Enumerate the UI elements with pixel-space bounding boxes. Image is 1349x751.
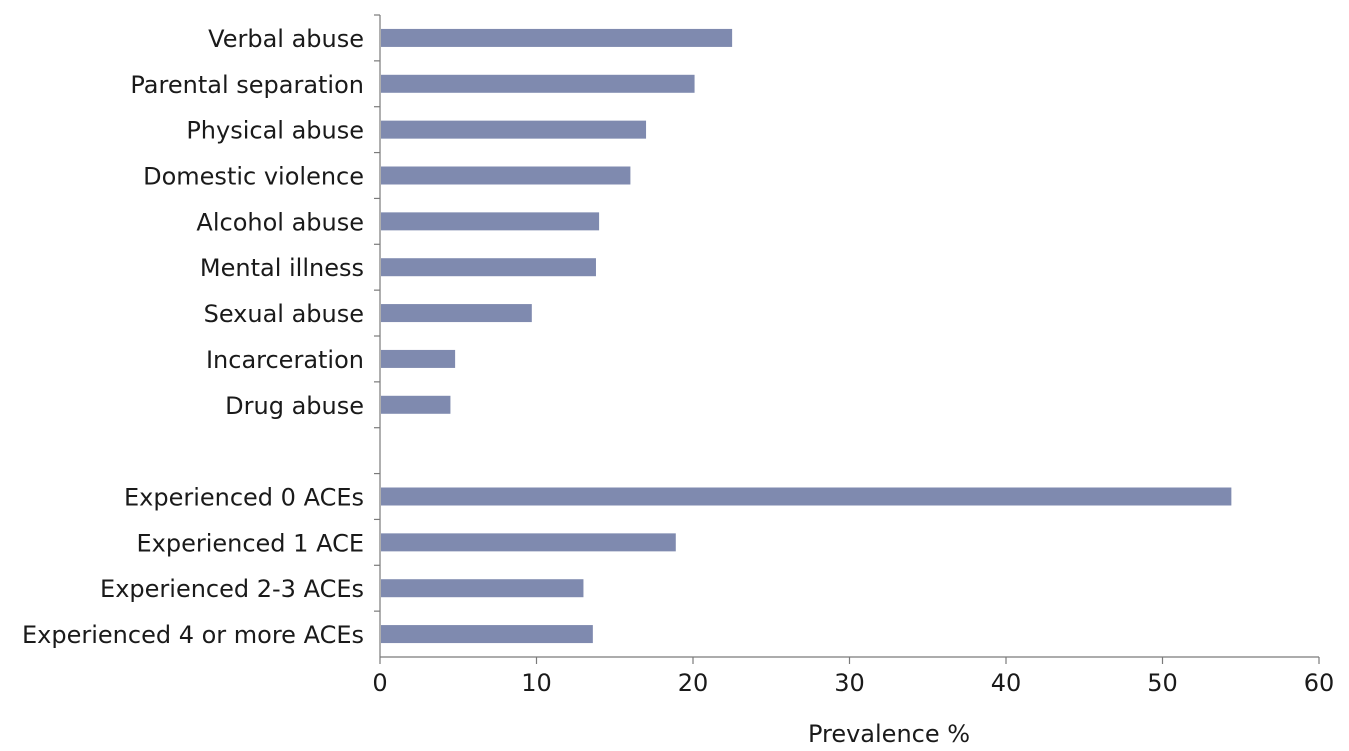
- bar: [381, 120, 647, 139]
- bar: [381, 258, 596, 277]
- x-tick-label: 0: [372, 669, 387, 697]
- bar: [381, 533, 676, 552]
- category-label: Experienced 1 ACE: [136, 529, 364, 557]
- category-label: Incarceration: [206, 346, 364, 374]
- bar: [381, 579, 584, 598]
- axes: [374, 14, 1320, 664]
- category-label: Mental illness: [200, 254, 364, 282]
- bar: [381, 625, 593, 644]
- category-label: Alcohol abuse: [196, 208, 364, 236]
- bar: [381, 487, 1232, 506]
- bar: [381, 74, 695, 93]
- category-label: Domestic violence: [143, 163, 364, 191]
- category-label: Verbal abuse: [208, 25, 364, 53]
- x-axis-title: Prevalence %: [808, 720, 970, 748]
- category-label: Sexual abuse: [204, 300, 364, 328]
- x-tick-label: 50: [1147, 669, 1178, 697]
- category-label: Experienced 2-3 ACEs: [100, 575, 364, 603]
- category-label: Drug abuse: [225, 392, 364, 420]
- bar: [381, 28, 733, 47]
- bars: [381, 28, 1232, 644]
- category-labels: Verbal abuse Parental separation Physical …: [22, 25, 364, 649]
- category-label: Physical abuse: [186, 117, 364, 145]
- x-tick-label: 30: [834, 669, 865, 697]
- bar: [381, 395, 451, 414]
- x-tick-labels: 0 10 20 30 40 50 60: [372, 669, 1334, 697]
- bar: [381, 304, 532, 323]
- x-tick-label: 10: [521, 669, 552, 697]
- category-label: Parental separation: [130, 71, 364, 99]
- bar: [381, 349, 456, 368]
- x-tick-label: 60: [1304, 669, 1335, 697]
- category-label: Experienced 0 ACEs: [124, 484, 364, 512]
- x-tick-label: 40: [991, 669, 1022, 697]
- bar: [381, 212, 600, 231]
- bar: [381, 166, 631, 185]
- x-tick-label: 20: [678, 669, 709, 697]
- category-label: Experienced 4 or more ACEs: [22, 621, 364, 649]
